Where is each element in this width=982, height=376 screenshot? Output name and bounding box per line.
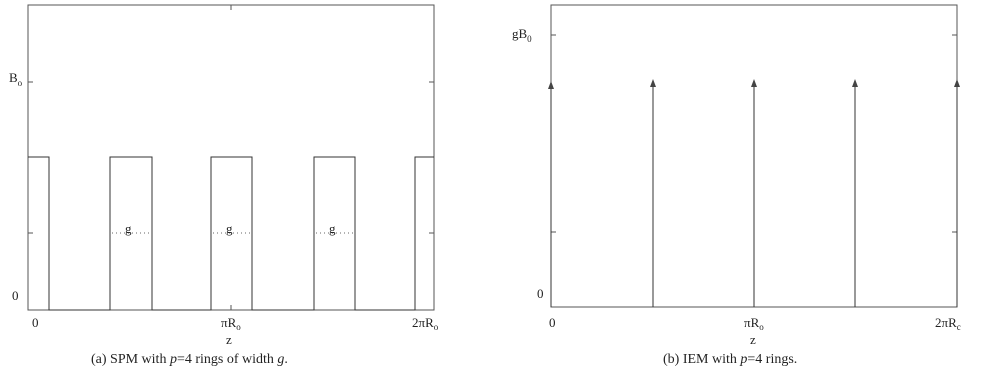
panel-a: g g g Bo 0 0 πRo 2πRo z (a) SPM with p=4…	[9, 4, 439, 367]
panel-a-ylabel-main: B	[9, 70, 18, 85]
panel-a-caption: (a) SPM with p=4 rings of width g.	[91, 352, 288, 367]
panel-b-impulse-5-arrowhead	[954, 79, 960, 87]
panel-b-caption: (b) IEM with p=4 rings.	[663, 352, 797, 367]
panel-b-xtick-2pi-label: 2πRc	[935, 315, 961, 332]
panel-b-impulse-4-arrowhead	[852, 79, 858, 87]
panel-b-caption-end: =4 rings.	[747, 352, 797, 367]
panel-b-impulse-1-arrowhead	[548, 81, 554, 89]
panel-a-caption-g: g	[277, 352, 284, 367]
panel-b-xtick-2pi-main: 2πR	[935, 315, 957, 330]
panel-b-caption-p: p	[739, 352, 747, 367]
panel-a-ylabel-sub: o	[18, 78, 23, 88]
panel-b-xlabel: z	[750, 332, 756, 347]
panel-b-xtick-pi-main: πR	[744, 315, 760, 330]
panel-a-ytick-zero: 0	[12, 288, 19, 303]
panel-a-ylabel: Bo	[9, 70, 23, 88]
panel-b-xtick-pi-label: πRo	[744, 315, 764, 332]
panel-a-xlabel: z	[226, 332, 232, 347]
panel-a-caption-end: .	[284, 352, 288, 367]
panel-b-ylabel-sub: 0	[527, 34, 532, 44]
panel-a-gap-label-1: g	[125, 221, 132, 236]
panel-a-gap-label-3: g	[329, 221, 336, 236]
panel-b-xtick-zero: 0	[549, 315, 556, 330]
panel-a-xtick-pi-label: πRo	[221, 315, 241, 332]
panel-b-impulse-3-arrowhead	[751, 79, 757, 87]
panel-a-caption-mid: =4 rings of width	[177, 352, 277, 367]
panel-b-ylabel: gB0	[512, 26, 532, 44]
panel-b-impulse-2	[650, 79, 656, 307]
panel-a-xtick-pi-subscript: o	[236, 322, 241, 332]
panel-a-xtick-2pi-label: 2πRo	[412, 315, 439, 332]
panel-a-xtick-zero: 0	[32, 315, 39, 330]
panel-b-impulse-5	[954, 79, 960, 307]
panel-a-xtick-2pi-subscript: o	[434, 322, 439, 332]
panel-a-gap-label-2: g	[226, 221, 233, 236]
panel-b-impulse-1	[548, 81, 554, 307]
panel-a-xtick-pi-main: πR	[221, 315, 237, 330]
panel-a-caption-prefix: (a) SPM with	[91, 352, 170, 367]
panel-b-ylabel-main: gB	[512, 26, 528, 41]
panel-b-xtick-2pi-subscript: c	[957, 322, 961, 332]
panel-b-caption-prefix: (b) IEM with	[663, 352, 740, 367]
panel-a-caption-p: p	[169, 352, 177, 367]
panel-b-impulse-4	[852, 79, 858, 307]
panel-b-impulse-2-arrowhead	[650, 79, 656, 87]
panel-a-xtick-2pi-main: 2πR	[412, 315, 434, 330]
panel-b-impulse-3	[751, 79, 757, 307]
panel-b: gB0 0 0 πRo 2πRc z (b) IEM with p=4 ring…	[512, 4, 961, 367]
panel-a-field-waveform	[28, 156, 434, 311]
panel-b-ytick-zero: 0	[537, 286, 544, 301]
panel-b-xtick-pi-subscript: o	[759, 322, 764, 332]
